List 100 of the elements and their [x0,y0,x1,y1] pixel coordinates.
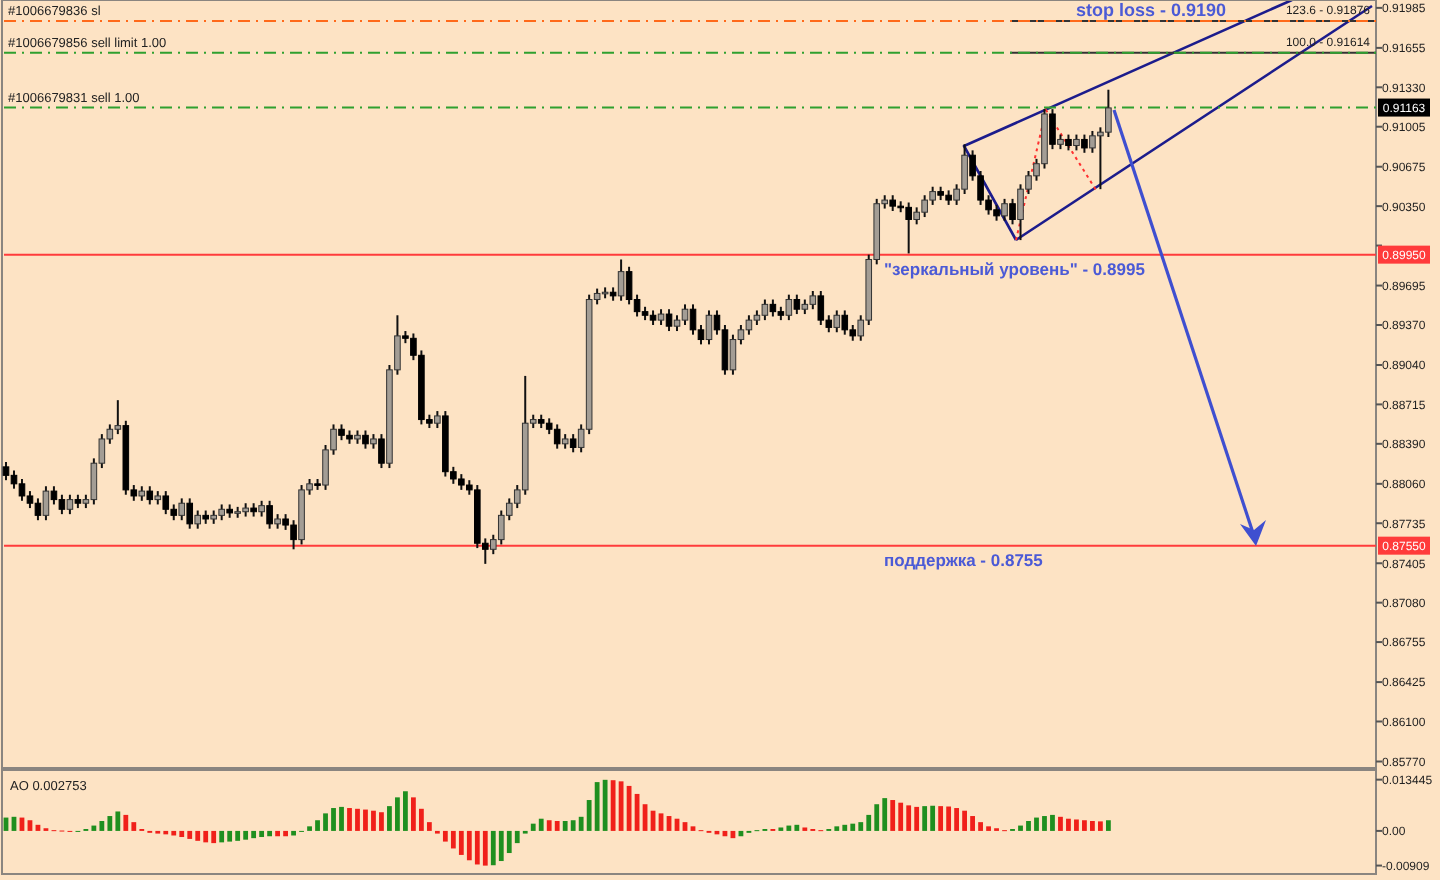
bar [570,820,576,831]
bar [211,830,217,844]
bar [235,830,241,841]
bar [403,791,408,831]
candlestick [58,493,66,516]
bar [115,811,121,831]
bar [363,809,368,831]
candlestick [705,309,713,346]
bar [347,808,352,831]
candlestick [1049,108,1056,151]
bar [882,798,888,831]
candlestick [553,423,561,450]
bar [466,830,472,861]
annotation: stop loss - 0.9190 [1076,0,1227,20]
candlestick [194,509,202,530]
bar [794,824,800,831]
bar [786,825,792,831]
bar [842,824,848,831]
candlestick [905,201,912,255]
bar [506,830,512,854]
bar [107,816,113,831]
candlestick [785,293,793,322]
bar [1042,816,1047,831]
bar [171,830,177,836]
bar [874,804,880,831]
bar [850,823,856,831]
candlestick [2,461,10,482]
candlestick [745,314,753,336]
candlestick [362,429,369,450]
candlestick [617,258,625,302]
bar [1034,817,1039,831]
bar [291,830,296,836]
bar [339,806,344,831]
ref-line-label: поддержка - 0.8755 [884,549,1044,570]
bar [474,830,480,865]
candlestick [817,290,825,326]
bar [179,830,185,838]
bar [227,830,233,842]
bar [482,830,488,866]
candlestick [146,485,154,506]
bar [275,830,280,837]
bar [259,830,265,838]
bar [331,808,336,831]
bar [602,779,608,831]
bar [251,830,257,839]
bar [267,830,273,837]
candlestick [921,194,928,219]
bar [498,830,504,862]
bar [490,830,496,866]
candlestick [1017,183,1024,242]
candlestick [1001,197,1008,222]
bar [978,822,983,831]
bar [450,830,456,849]
candlestick [378,433,385,470]
bar [1082,820,1087,831]
bar [442,830,448,842]
candlestick [66,493,74,516]
ref-line-label: "зеркальный уровень" - 0.8995 [884,258,1146,279]
candlestick [18,477,26,502]
bar [131,822,137,831]
bar [1090,821,1095,831]
bar [203,830,209,843]
candlestick [1009,197,1016,226]
candlestick [34,497,42,522]
bar [594,782,600,831]
bar [99,821,105,831]
candlestick [162,490,170,516]
bar [195,830,201,841]
bar [962,810,967,831]
bar [538,818,544,831]
bar [395,797,400,831]
candlestick [665,308,673,333]
bar [1026,821,1031,831]
bar [562,821,568,831]
bar [610,780,616,831]
candlestick [178,497,186,522]
bar [315,820,320,831]
bar [379,812,384,831]
bar [1105,820,1111,831]
candlestick [266,499,273,530]
candlestick [1081,133,1088,154]
bar [219,830,225,843]
bar [938,806,944,831]
candlestick [569,433,577,454]
candlestick [50,485,58,506]
bar [283,830,288,837]
bar [1098,821,1103,831]
bar [458,830,464,855]
bar [187,830,193,839]
bar [123,814,129,831]
bar [922,806,928,831]
candlestick [833,309,841,334]
candlestick [290,519,297,551]
bar [1050,814,1055,831]
bar [371,810,376,831]
candlestick [42,485,50,522]
candlestick [1105,88,1112,139]
bar [914,806,920,831]
candlestick [681,303,689,326]
bar [1018,825,1023,831]
